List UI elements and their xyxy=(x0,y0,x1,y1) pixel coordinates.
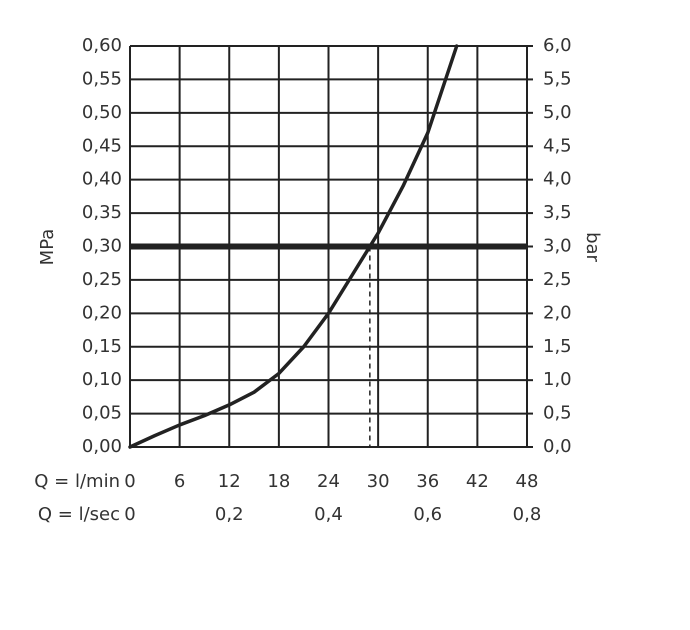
y2-tick-label: 6,0 xyxy=(543,35,572,56)
y-tick-label: 0,00 xyxy=(82,436,122,457)
y2-tick-label: 4,5 xyxy=(543,135,572,156)
x-tick-label: 36 xyxy=(416,471,439,492)
y-tick-label: 0,10 xyxy=(82,369,122,390)
y2-tick-label: 4,0 xyxy=(543,169,572,190)
y-tick-label: 0,05 xyxy=(82,403,122,424)
y2-tick-label: 1,5 xyxy=(543,336,572,357)
y-tick-label: 0,40 xyxy=(82,169,122,190)
x-tick-label: 48 xyxy=(516,471,539,492)
line-series xyxy=(128,44,459,449)
x-tick-label: 42 xyxy=(466,471,489,492)
x2-tick-label: 0,6 xyxy=(413,504,442,525)
y2-tick-label: 0,5 xyxy=(543,403,572,424)
x2-tick-label: 0,8 xyxy=(513,504,542,525)
y-tick-label: 0,55 xyxy=(82,68,122,89)
y-tick-label: 0,30 xyxy=(82,236,122,257)
x2-tick-label: 0,2 xyxy=(215,504,244,525)
y2-tick-label: 3,5 xyxy=(543,202,572,223)
y2-tick-label: 5,5 xyxy=(543,68,572,89)
y2-tick-label: 1,0 xyxy=(543,369,572,390)
x-tick-label: 30 xyxy=(367,471,390,492)
x-tick-label: 12 xyxy=(218,471,241,492)
y2-tick-label: 2,0 xyxy=(543,302,572,323)
x2-tick-label: 0 xyxy=(124,504,135,525)
y-axis-label: MPa xyxy=(37,229,58,266)
y-tick-label: 0,25 xyxy=(82,269,122,290)
x-tick-label: 24 xyxy=(317,471,340,492)
y2-tick-label: 0,0 xyxy=(543,436,572,457)
x-tick-label: 0 xyxy=(124,471,135,492)
y-tick-label: 0,50 xyxy=(82,102,122,123)
y2-tick-label: 3,0 xyxy=(543,236,572,257)
x-tick-label: 18 xyxy=(267,471,290,492)
y-tick-label: 0,35 xyxy=(82,202,122,223)
y-tick-label: 0,60 xyxy=(82,35,122,56)
y-tick-label: 0,45 xyxy=(82,135,122,156)
x-tick-label: 6 xyxy=(174,471,185,492)
y2-axis-label: bar xyxy=(582,232,603,262)
x-axis-label: Q = l/min xyxy=(34,471,120,492)
x2-tick-label: 0,4 xyxy=(314,504,343,525)
y-tick-label: 0,20 xyxy=(82,302,122,323)
y-tick-label: 0,15 xyxy=(82,336,122,357)
y2-tick-label: 2,5 xyxy=(543,269,572,290)
x2-axis-label: Q = l/sec xyxy=(38,504,120,525)
y2-tick-label: 5,0 xyxy=(543,102,572,123)
